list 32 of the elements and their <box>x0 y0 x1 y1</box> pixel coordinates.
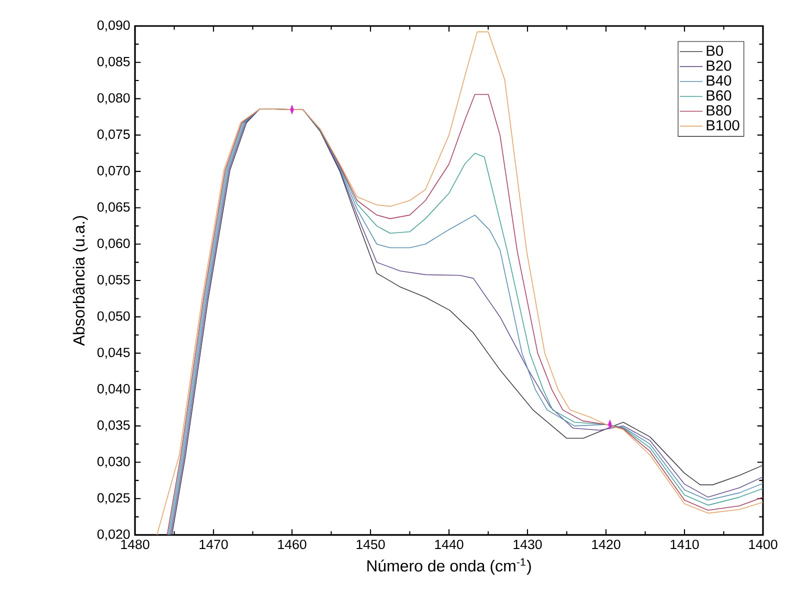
x-tick-label: 1450 <box>356 540 385 550</box>
x-tick-label: 1420 <box>592 540 620 550</box>
y-tick-label: 0,035 <box>97 420 130 432</box>
y-tick-label: 0,060 <box>97 238 130 250</box>
y-tick-label: 0,090 <box>97 20 130 32</box>
x-tick-label: 1460 <box>278 540 306 550</box>
x-tick-label: 1400 <box>749 540 778 550</box>
y-tick-label: 0,085 <box>97 56 130 68</box>
x-tick-label: 1410 <box>670 540 699 550</box>
y-tick-label: 0,030 <box>97 456 130 468</box>
x-tick-label: 1470 <box>200 540 228 550</box>
y-tick-label: 0,025 <box>97 493 130 504</box>
legend-label: B20 <box>706 60 732 71</box>
y-tick-label: 0,075 <box>97 130 130 141</box>
y-tick-label: 0,045 <box>97 348 130 359</box>
legend-label: B80 <box>706 105 732 116</box>
y-tick-label: 0,050 <box>97 311 130 322</box>
x-tick-label: 1440 <box>435 540 464 550</box>
y-tick-label: 0,055 <box>97 274 130 286</box>
legend-label: B60 <box>706 90 732 101</box>
y-tick-label: 0,065 <box>97 202 130 214</box>
x-tick-label: 1430 <box>514 540 542 550</box>
legend-label: B100 <box>706 120 740 130</box>
y-tick-label: 0,080 <box>97 93 130 104</box>
y-tick-label: 0,070 <box>97 166 130 177</box>
legend-label: B40 <box>706 75 732 86</box>
legend-label: B0 <box>706 46 723 56</box>
y-tick-label: 0,020 <box>97 529 130 541</box>
y-axis-title: Absorbância (u.a.) <box>72 216 88 346</box>
x-tick-label: 1480 <box>121 540 150 550</box>
x-axis-title: Número de onda (cm$^{-1}$) <box>367 558 531 575</box>
y-tick-label: 0,040 <box>97 384 130 396</box>
